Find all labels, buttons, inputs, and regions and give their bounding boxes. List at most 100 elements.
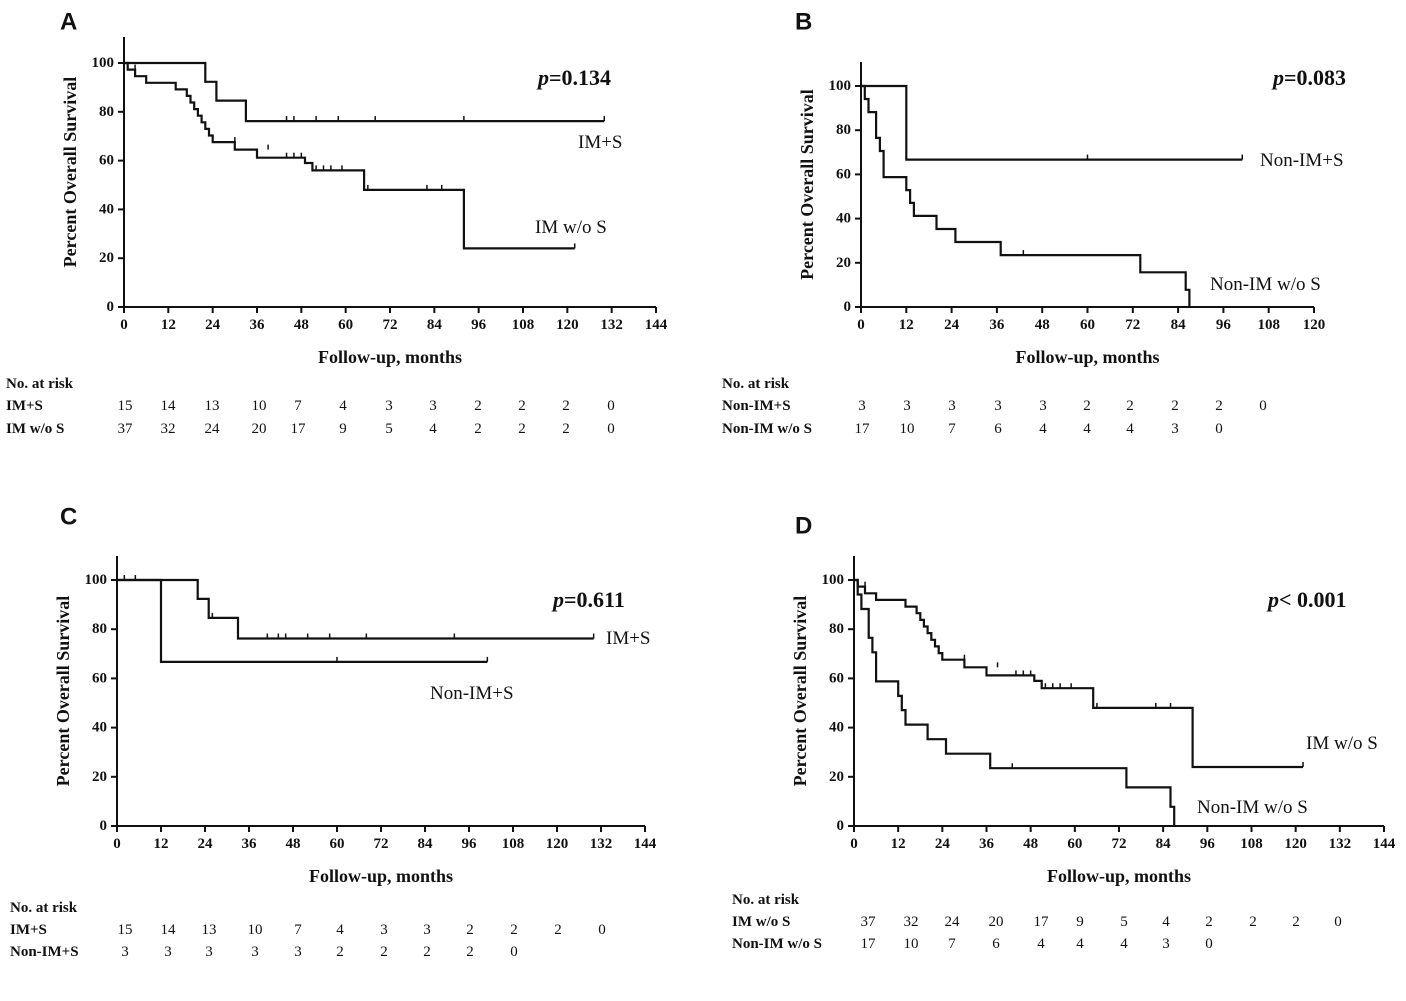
risk-count: 20	[252, 421, 267, 437]
x-tick-label: 12	[891, 836, 906, 852]
risk-count: 20	[989, 914, 1004, 930]
risk-count: 2	[466, 922, 474, 938]
y-tick-label: 20	[92, 769, 107, 785]
x-tick-label: 24	[935, 836, 951, 852]
risk-count: 2	[474, 421, 482, 437]
risk-count: 4	[1083, 421, 1091, 437]
panel-label: B	[795, 8, 812, 35]
risk-count: 10	[252, 398, 267, 414]
x-tick-label: 48	[294, 317, 309, 333]
x-tick-label: 24	[944, 317, 960, 333]
risk-count: 2	[510, 922, 518, 938]
p-value-symbol: p	[1266, 587, 1279, 612]
survival-curve-1	[124, 61, 575, 250]
curve-label: IM w/o S	[535, 217, 607, 238]
p-value: p=0.611	[551, 587, 625, 612]
y-tick-label: 100	[92, 55, 115, 71]
x-tick-label: 84	[1171, 317, 1187, 333]
y-tick-label: 0	[100, 818, 108, 834]
risk-count: 0	[1205, 936, 1213, 952]
risk-count: 2	[554, 922, 562, 938]
risk-count: 10	[900, 421, 915, 437]
risk-count: 2	[1249, 914, 1257, 930]
x-tick-label: 36	[242, 836, 258, 852]
risk-row-label: IM+S	[6, 398, 43, 414]
curve-label: Non-IM+S	[430, 683, 514, 704]
survival-curve-0	[117, 578, 594, 640]
risk-row-label: IM w/o S	[732, 914, 790, 930]
risk-count: 0	[1215, 421, 1223, 437]
p-value: p< 0.001	[1266, 587, 1347, 612]
x-axis-title: Follow-up, months	[318, 347, 462, 367]
x-tick-label: 132	[1329, 836, 1352, 852]
risk-count: 2	[1171, 398, 1179, 414]
y-tick-label: 60	[836, 166, 851, 182]
risk-table-header: No. at risk	[732, 892, 800, 908]
y-axis-title: Percent Overall Survival	[797, 89, 817, 280]
risk-count: 9	[1076, 914, 1084, 930]
y-tick-label: 80	[829, 621, 844, 637]
risk-count: 10	[904, 936, 919, 952]
risk-count: 15	[118, 922, 133, 938]
risk-count: 3	[948, 398, 956, 414]
risk-count: 37	[861, 914, 877, 930]
y-tick-label: 0	[107, 299, 115, 315]
p-value-symbol: p	[551, 587, 564, 612]
curve-label: Non-IM w/o S	[1197, 797, 1308, 818]
risk-count: 37	[118, 421, 134, 437]
risk-count: 3	[1171, 421, 1179, 437]
risk-count: 3	[121, 944, 129, 960]
y-tick-label: 60	[99, 153, 114, 169]
y-tick-label: 80	[836, 122, 851, 138]
survival-curve-0	[861, 84, 1243, 161]
x-tick-label: 24	[198, 836, 214, 852]
risk-count: 0	[598, 922, 606, 938]
risk-count: 5	[1120, 914, 1128, 930]
x-tick-label: 108	[1257, 317, 1280, 333]
x-axis-title: Follow-up, months	[309, 866, 453, 886]
survival-curve-1	[117, 578, 488, 664]
x-tick-label: 96	[462, 836, 478, 852]
risk-row-label: Non-IM+S	[722, 398, 791, 414]
y-tick-label: 40	[99, 201, 114, 217]
risk-table-header: No. at risk	[722, 376, 790, 392]
p-value: p=0.083	[1271, 65, 1346, 90]
x-tick-label: 48	[286, 836, 301, 852]
p-value-number: =0.134	[549, 65, 611, 90]
risk-count: 2	[466, 944, 474, 960]
risk-row-label: Non-IM w/o S	[732, 936, 822, 952]
risk-count: 3	[164, 944, 172, 960]
curve-label: IM+S	[578, 132, 623, 153]
risk-count: 4	[336, 922, 344, 938]
x-tick-label: 0	[857, 317, 865, 333]
risk-row-label: Non-IM w/o S	[722, 421, 812, 437]
p-value-number: =0.611	[564, 587, 625, 612]
x-tick-label: 60	[330, 836, 345, 852]
risk-count: 14	[161, 398, 177, 414]
p-value-symbol: p	[536, 65, 549, 90]
p-value-symbol: p	[1271, 65, 1284, 90]
risk-count: 3	[1162, 936, 1170, 952]
x-tick-label: 96	[471, 317, 487, 333]
risk-count: 7	[948, 936, 956, 952]
x-tick-label: 60	[1067, 836, 1082, 852]
survival-curve-0	[854, 578, 1303, 769]
y-tick-label: 0	[844, 299, 852, 315]
risk-count: 6	[994, 421, 1002, 437]
x-tick-label: 84	[1156, 836, 1172, 852]
risk-count: 9	[339, 421, 347, 437]
risk-count: 5	[385, 421, 393, 437]
x-tick-label: 72	[383, 317, 398, 333]
risk-count: 2	[380, 944, 388, 960]
x-tick-label: 0	[850, 836, 858, 852]
risk-count: 0	[607, 421, 615, 437]
risk-row-label: IM w/o S	[6, 421, 64, 437]
y-tick-label: 20	[829, 769, 844, 785]
y-tick-label: 60	[92, 670, 107, 686]
risk-count: 3	[380, 922, 388, 938]
x-tick-label: 120	[556, 317, 579, 333]
risk-count: 3	[858, 398, 866, 414]
risk-count: 4	[1162, 914, 1170, 930]
x-tick-label: 72	[374, 836, 389, 852]
